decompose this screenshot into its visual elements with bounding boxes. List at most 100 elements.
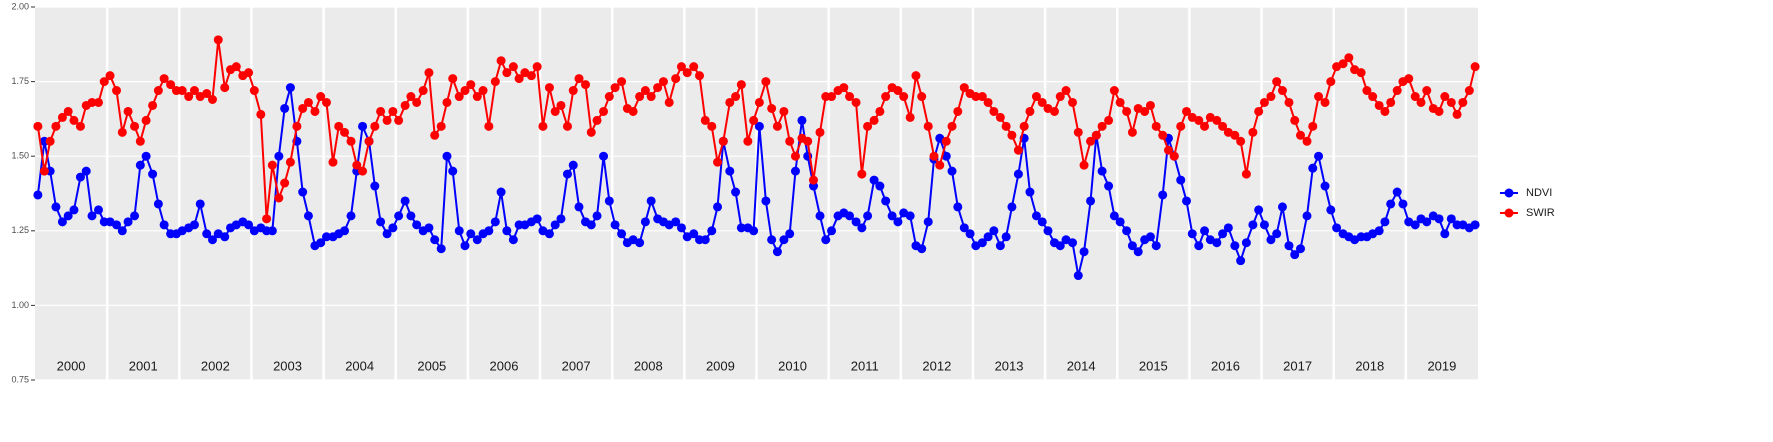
point — [526, 71, 536, 81]
point — [725, 166, 735, 176]
point — [1086, 136, 1096, 146]
point — [202, 229, 212, 239]
point — [875, 106, 885, 116]
x-tick-label: 2015 — [1139, 358, 1168, 373]
point — [135, 160, 145, 170]
point — [586, 127, 596, 137]
point — [472, 92, 482, 102]
point — [159, 74, 169, 84]
point — [87, 97, 97, 107]
legend-marker — [1504, 188, 1514, 198]
point — [93, 97, 103, 107]
point — [1013, 145, 1023, 155]
point — [1392, 86, 1402, 96]
point — [382, 229, 392, 239]
point — [442, 97, 452, 107]
point — [1169, 151, 1179, 161]
point — [917, 244, 927, 254]
point — [1158, 190, 1168, 200]
point — [1284, 97, 1294, 107]
point — [785, 229, 795, 239]
point — [148, 169, 158, 179]
point — [653, 83, 663, 93]
point — [1404, 74, 1414, 84]
point — [941, 136, 951, 146]
point — [418, 86, 428, 96]
point — [875, 181, 885, 191]
point — [75, 121, 85, 131]
point — [977, 92, 987, 102]
point — [983, 232, 993, 242]
point — [249, 86, 259, 96]
point — [189, 220, 199, 230]
point — [635, 92, 645, 102]
point — [220, 83, 230, 93]
point — [195, 199, 205, 209]
point — [388, 106, 398, 116]
x-tick-label: 2012 — [922, 358, 951, 373]
point — [1104, 181, 1114, 191]
point — [244, 68, 254, 78]
point — [454, 226, 464, 236]
point — [358, 166, 368, 176]
point — [328, 157, 338, 167]
point — [1314, 151, 1324, 161]
x-tick-label: 2003 — [273, 358, 302, 373]
point — [490, 77, 500, 87]
point — [472, 235, 482, 245]
point — [1422, 217, 1432, 227]
point — [1230, 130, 1240, 140]
point — [1272, 77, 1282, 87]
point — [1320, 181, 1330, 191]
point — [1109, 86, 1119, 96]
point — [1272, 229, 1282, 239]
point — [430, 235, 440, 245]
point — [292, 121, 302, 131]
point — [502, 226, 512, 236]
x-tick-label: 2011 — [851, 358, 879, 373]
legend-label: SWIR — [1526, 207, 1555, 219]
point — [1073, 271, 1083, 281]
point — [604, 196, 614, 206]
point — [995, 241, 1005, 251]
point — [123, 217, 133, 227]
point — [899, 92, 909, 102]
point — [893, 86, 903, 96]
point — [298, 103, 308, 113]
point — [1218, 229, 1228, 239]
point — [466, 80, 476, 90]
point — [1097, 166, 1107, 176]
point — [1236, 136, 1246, 146]
point — [1308, 163, 1318, 173]
point — [316, 92, 326, 102]
x-tick-label: 2014 — [1067, 358, 1096, 373]
point — [280, 103, 290, 113]
point — [592, 115, 602, 125]
point — [1182, 106, 1192, 116]
point — [388, 223, 398, 233]
point — [617, 229, 627, 239]
point — [851, 217, 861, 227]
point — [1151, 241, 1161, 251]
point — [532, 62, 542, 72]
point — [460, 241, 470, 251]
point — [33, 190, 43, 200]
point — [749, 115, 759, 125]
point — [1254, 205, 1264, 215]
point — [1122, 226, 1132, 236]
point — [1386, 199, 1396, 209]
x-tick-label: 2005 — [417, 358, 446, 373]
point — [965, 229, 975, 239]
point — [1368, 92, 1378, 102]
point — [700, 235, 710, 245]
point — [1151, 121, 1161, 131]
point — [1380, 217, 1390, 227]
point — [382, 115, 392, 125]
point — [947, 166, 957, 176]
point — [989, 226, 999, 236]
point — [1374, 226, 1384, 236]
point — [827, 92, 837, 102]
point — [676, 62, 686, 72]
point — [658, 77, 668, 87]
point — [568, 160, 578, 170]
